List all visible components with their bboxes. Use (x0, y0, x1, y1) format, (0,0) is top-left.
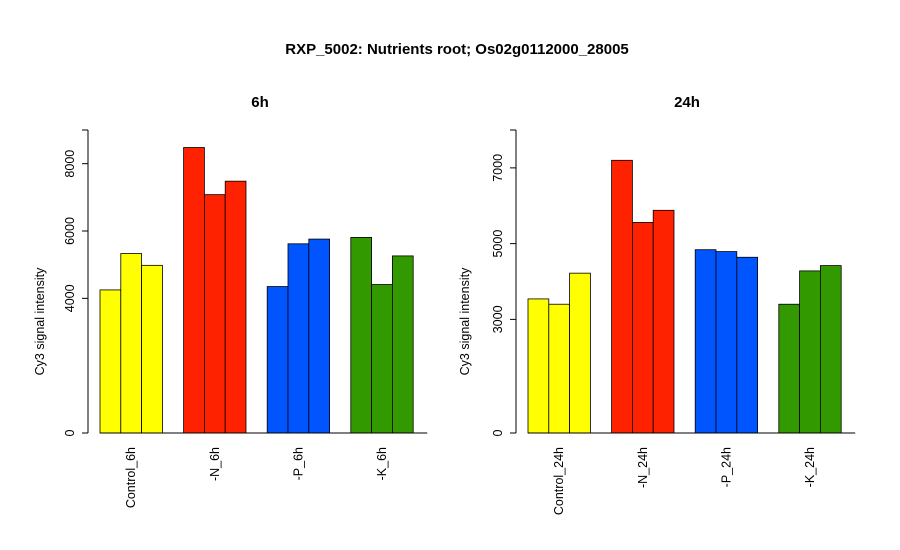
bar--N_6h-3 (224, 180, 247, 434)
y-tick-label: 4000 (63, 284, 77, 312)
category-label: -K_6h (375, 447, 389, 480)
bar-Control_6h-2 (120, 253, 143, 434)
category-label: Control_24h (552, 447, 566, 515)
bar--N_24h-3 (652, 209, 675, 434)
bar--P_6h-2 (287, 243, 310, 434)
bar--N_24h-2 (632, 222, 654, 434)
bar--N_6h-1 (183, 147, 205, 434)
category-label: Control_6h (124, 447, 138, 508)
bar--N_6h-2 (203, 194, 226, 434)
y-axis-label: Cy3 signal intensity (33, 267, 47, 375)
bar--K_6h-1 (350, 236, 372, 434)
bar--P_6h-3 (308, 238, 330, 434)
panel-title: 6h (251, 94, 269, 111)
bar--P_24h-1 (694, 249, 717, 434)
panel-title: 24h (674, 94, 700, 111)
panel-6h: 6h 0 4000 6000 8000 Cy3 signal intensity Contr… (33, 94, 428, 508)
bar-Control_6h-1 (99, 289, 122, 434)
category-label: -P_6h (291, 447, 305, 480)
bar--K_24h-1 (778, 303, 800, 434)
bar--P_24h-3 (736, 256, 758, 434)
category-label: -K_24h (803, 447, 817, 487)
y-tick-label: 8000 (63, 150, 77, 178)
category-label: -P_24h (719, 447, 733, 487)
bar-Control_24h-3 (569, 272, 591, 434)
panel-24h: 24h 0 3000 5000 7000 Cy3 signal intensity Cont… (458, 94, 856, 515)
bar--P_6h-1 (266, 286, 289, 434)
bar--K_6h-3 (391, 255, 414, 434)
bar--K_6h-2 (371, 284, 393, 434)
bar--N_24h-1 (611, 159, 633, 434)
category-label: -N_6h (208, 447, 222, 481)
category-label: -N_24h (636, 447, 650, 488)
bar-Control_24h-2 (548, 303, 570, 434)
y-tick-label: 5000 (491, 230, 505, 258)
y-tick-label: 0 (63, 429, 77, 436)
y-tick-label: 6000 (63, 217, 77, 245)
y-axis-label: Cy3 signal intensity (458, 267, 472, 375)
y-tick-label: 0 (491, 429, 505, 436)
figure-title: RXP_5002: Nutrients root; Os02g0112000_2… (285, 41, 629, 58)
bar--K_24h-2 (799, 270, 821, 434)
bar-Control_24h-1 (527, 298, 550, 434)
bar--K_24h-3 (820, 265, 842, 434)
y-tick-label: 7000 (491, 154, 505, 182)
y-tick-label: 3000 (491, 305, 505, 333)
bar--P_24h-2 (715, 251, 738, 434)
bar-Control_6h-3 (141, 264, 163, 434)
